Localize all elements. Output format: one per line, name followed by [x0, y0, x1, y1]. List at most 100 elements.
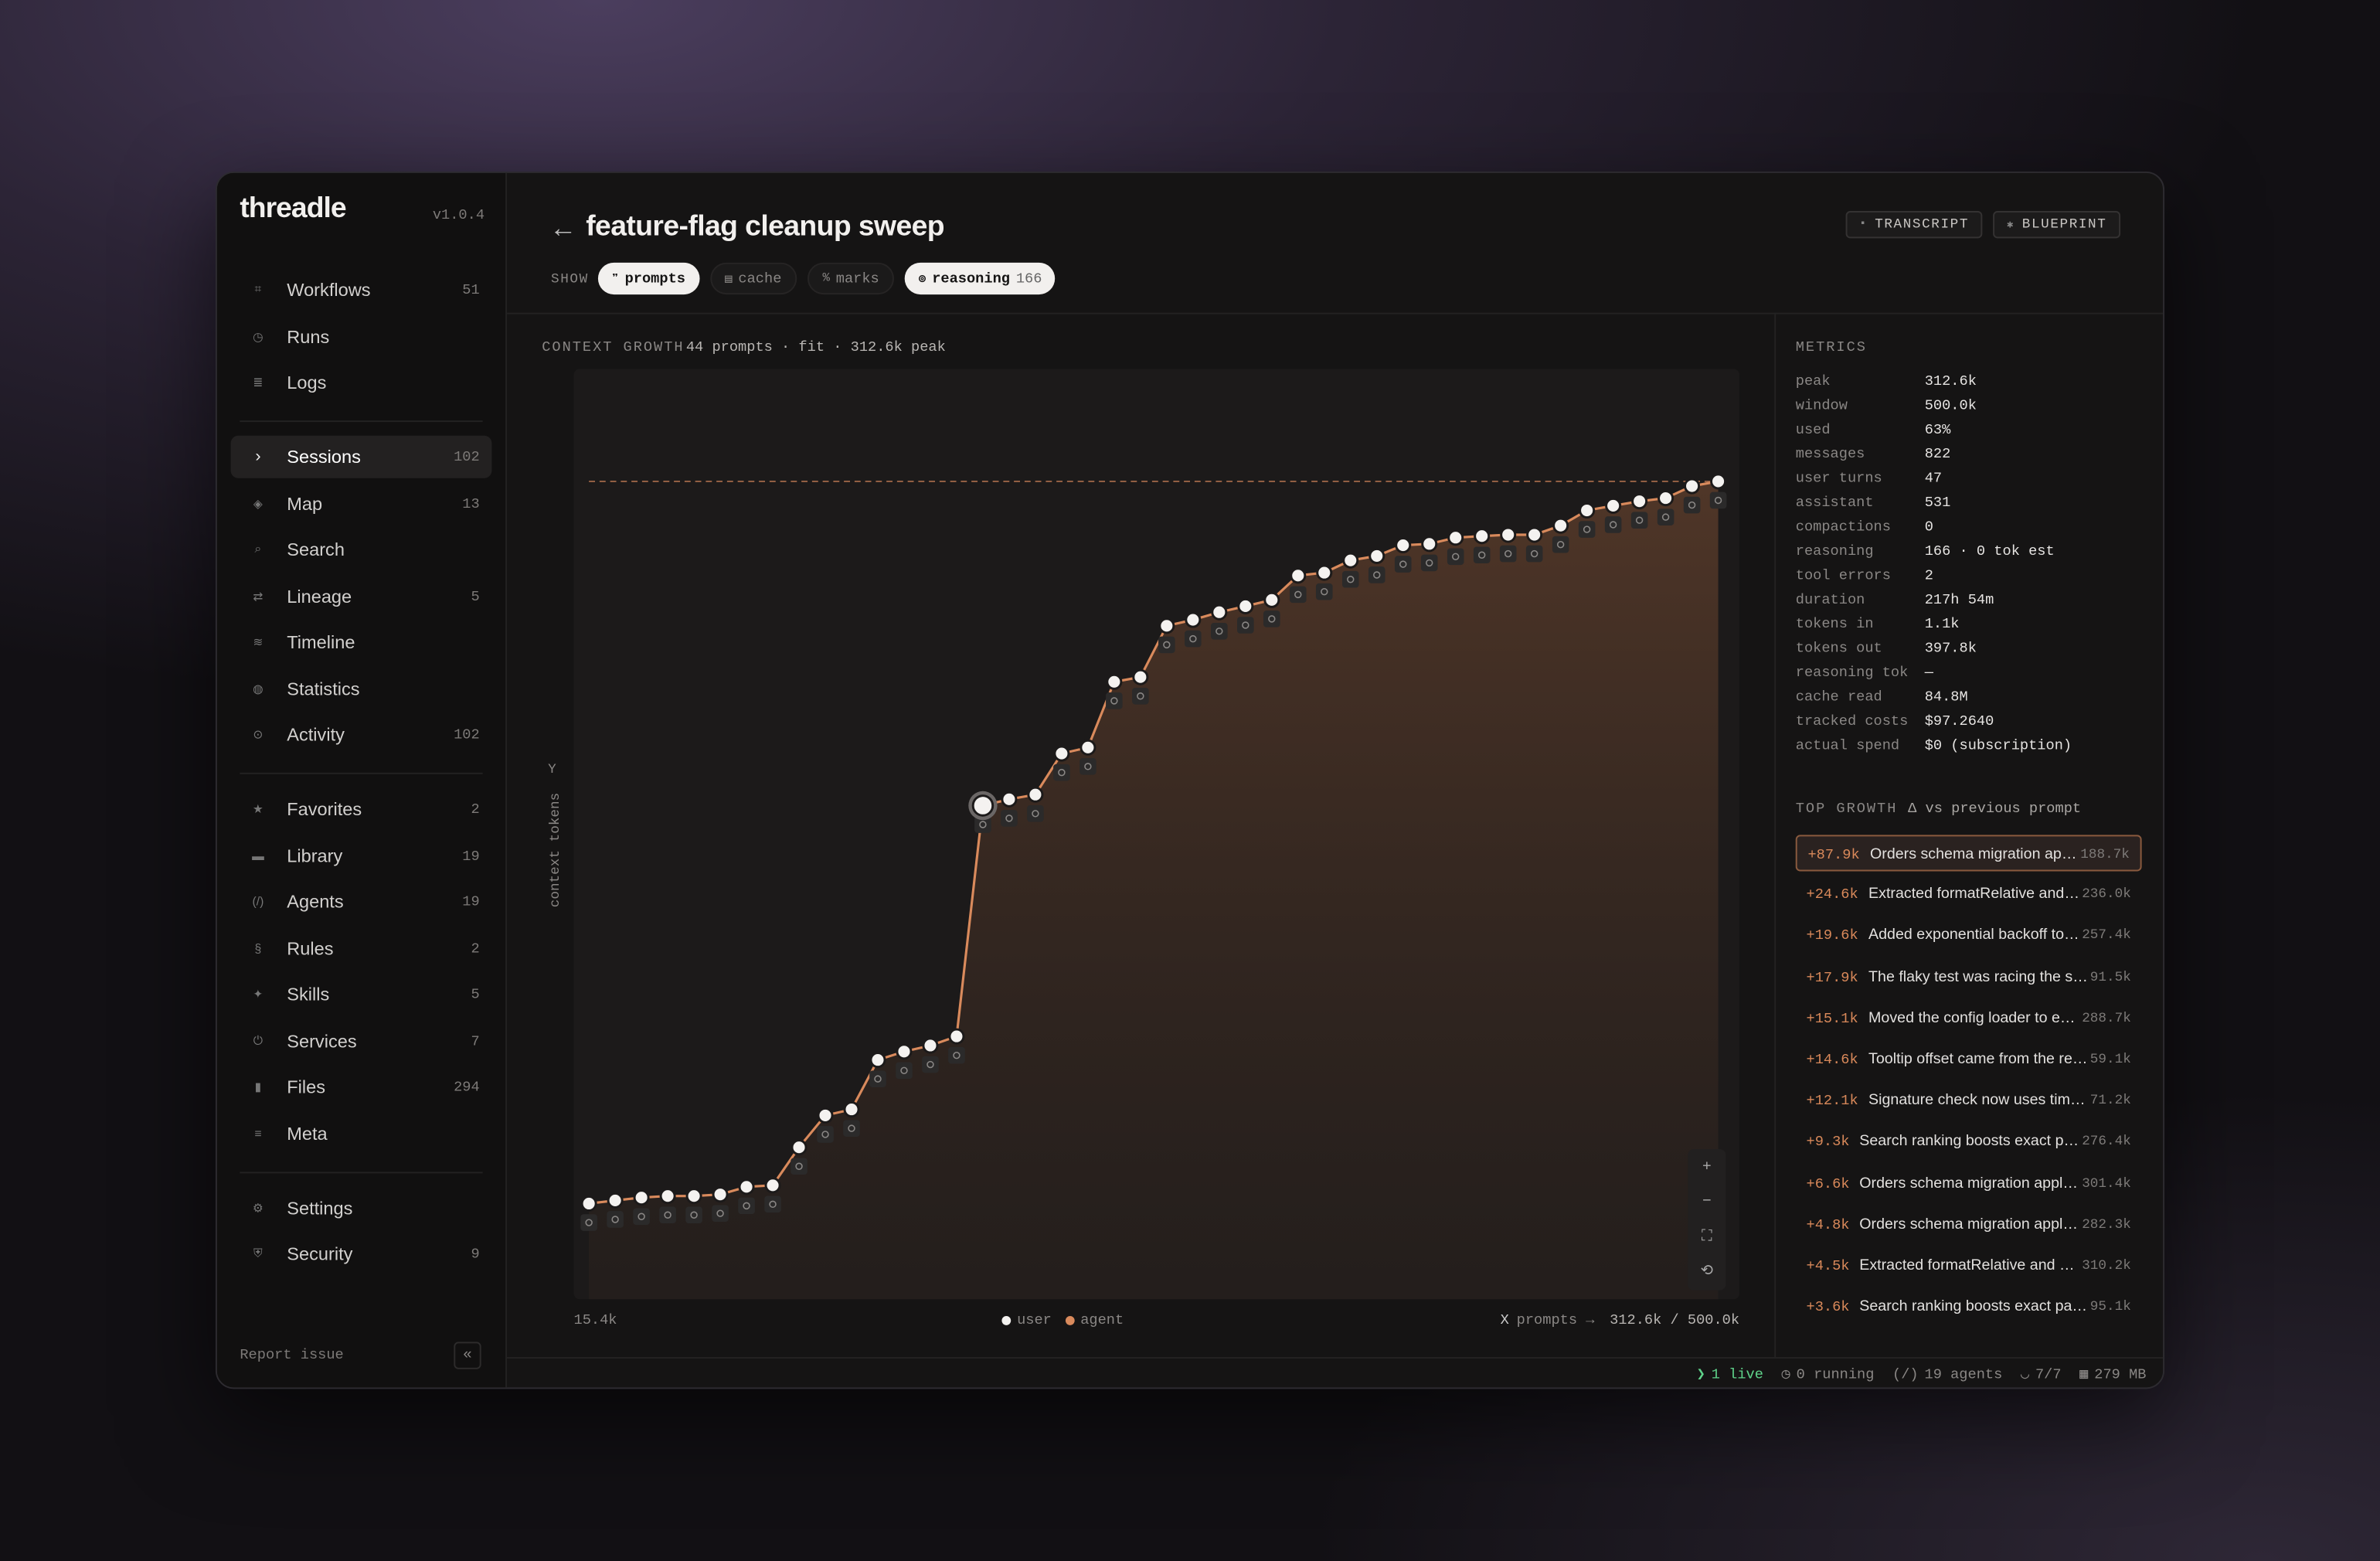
reasoning-marker [1394, 556, 1412, 573]
point [1132, 668, 1149, 685]
growth-delta: +24.6k [1806, 886, 1858, 903]
growth-row[interactable]: +4.8k Orders schema migration appl… 282.3k [1796, 1206, 2142, 1243]
nav-label[interactable]: Security [287, 1243, 353, 1265]
status-bar: ❯ 1 live ◷ 0 running (/) 19 agents ◡ 7/7 ▦ 279 MB [1697, 1366, 2147, 1383]
growth-row[interactable]: +4.5k Extracted formatRelative and … 310.2… [1796, 1248, 2142, 1284]
reasoning-marker-dot [1477, 551, 1486, 559]
point [1290, 567, 1307, 584]
zoom-button[interactable]: + [1702, 1158, 1712, 1175]
point [1316, 564, 1333, 581]
reasoning-marker-dot [874, 1075, 882, 1083]
reasoning-marker-dot [821, 1131, 829, 1138]
growth-row[interactable]: +9.3k Search ranking boosts exact p… 276.4… [1796, 1124, 2142, 1160]
reasoning-marker-dot [1583, 525, 1591, 533]
growth-total: 282.3k [2082, 1216, 2131, 1233]
zoom-button[interactable]: ⟲ [1700, 1263, 1714, 1280]
nav-label[interactable]: Files [287, 1076, 326, 1098]
button-label: BLUEPRINT [2021, 216, 2107, 233]
nav-label[interactable]: Lineage [287, 585, 352, 607]
reasoning-marker [1027, 804, 1044, 822]
nav-icon: § [254, 940, 262, 955]
header-button[interactable]: ▪ TRANSCRIPT [1845, 211, 1983, 239]
growth-row[interactable]: +87.9k Orders schema migration ap… 188.7k [1795, 835, 2142, 872]
nav-label[interactable]: Statistics [287, 678, 360, 699]
point [1658, 490, 1674, 507]
growth-total: 71.2k [2089, 1093, 2131, 1109]
nav-label[interactable]: Services [287, 1029, 357, 1052]
zoom-button[interactable]: − [1702, 1192, 1712, 1210]
toggle-icon: ❞ [611, 272, 619, 287]
nav-label[interactable]: Timeline [287, 631, 355, 653]
growth-delta: +87.9k [1807, 846, 1860, 863]
growth-row[interactable]: +6.6k Orders schema migration appl… 301.4k [1796, 1165, 2142, 1202]
growth-total: 188.7k [2080, 847, 2130, 862]
toggle-pill[interactable]: ❞ prompts [597, 262, 699, 295]
point [1342, 552, 1359, 569]
growth-text: Added exponential backoff to… [1868, 927, 2079, 944]
growth-row[interactable]: +15.1k Moved the config loader to e… 288.7… [1796, 1000, 2142, 1036]
collapse-button[interactable]: « [454, 1342, 481, 1369]
growth-row[interactable]: +3.6k Search ranking boosts exact pa… 95.1… [1796, 1289, 2142, 1325]
show-toggles: SHOW ❞ prompts ▤ cache % marks ⊚ reasoning 166 [551, 262, 1056, 295]
growth-row[interactable]: +17.9k The flaky test was racing the s… 91… [1796, 959, 2142, 995]
nav-label[interactable]: Runs [287, 325, 330, 347]
point [843, 1101, 860, 1118]
toggle-pill[interactable]: % marks [807, 262, 895, 295]
nav-count: 2 [471, 939, 480, 957]
nav-label[interactable]: Skills [287, 983, 330, 1005]
chart-title: CONTEXT GROWTH [542, 338, 685, 355]
zoom-button[interactable]: ⛶ [1701, 1228, 1712, 1245]
nav-count: 5 [471, 985, 480, 1003]
nav-label[interactable]: Meta [287, 1122, 328, 1144]
x-axis-letter: X [1500, 1311, 1509, 1328]
growth-row[interactable]: +24.6k Extracted formatRelative and… 236.0… [1796, 876, 2142, 913]
nav-icon: ⏻ [253, 1032, 264, 1047]
header-button[interactable]: ✱ BLUEPRINT [1993, 211, 2121, 239]
report-issue[interactable]: Report issue [240, 1346, 344, 1363]
growth-delta: +4.8k [1806, 1216, 1850, 1233]
point [580, 1195, 597, 1212]
metric-value: 500.0k [1924, 396, 1977, 414]
nav-label[interactable]: Favorites [287, 798, 362, 820]
growth-row[interactable]: +12.1k Signature check now uses tim… 71.2k [1796, 1083, 2142, 1119]
growth-subtitle: Δ vs previous prompt [1908, 800, 2082, 817]
metric-value: 2 [1924, 566, 1933, 584]
reasoning-marker-dot [926, 1060, 934, 1069]
reasoning-marker [1341, 570, 1359, 588]
nav-label[interactable]: Search [287, 539, 345, 560]
reasoning-marker [1080, 758, 1096, 775]
toggle-pill[interactable]: ⊚ reasoning 166 [905, 262, 1056, 295]
reasoning-marker-dot [1373, 571, 1381, 579]
show-label: SHOW [551, 270, 589, 287]
reasoning-marker-dot [1268, 615, 1276, 623]
nav-icon: ≋ [253, 635, 264, 649]
status-label: 279 MB [2094, 1365, 2147, 1383]
nav-label[interactable]: Logs [287, 372, 327, 393]
nav-label[interactable]: Settings [287, 1196, 353, 1219]
nav-label[interactable]: Library [287, 845, 343, 866]
growth-row[interactable]: +14.6k Tooltip offset came from the re… 59… [1796, 1042, 2142, 1078]
toggle-pill[interactable]: ▤ cache [709, 262, 797, 295]
reasoning-marker [580, 1214, 597, 1231]
point [738, 1178, 755, 1195]
nav-label[interactable]: Rules [287, 937, 334, 959]
reasoning-marker-dot [1163, 641, 1171, 649]
growth-row[interactable]: +19.6k Added exponential backoff to… 257.4… [1796, 917, 2142, 954]
reasoning-marker [607, 1211, 624, 1228]
nav-label[interactable]: Activity [287, 723, 345, 746]
reasoning-marker-dot [1635, 516, 1644, 524]
reasoning-marker [1289, 586, 1307, 604]
nav-label[interactable]: Workflows [287, 279, 371, 301]
nav-label[interactable]: Sessions [287, 446, 361, 468]
nav-icon: ▬ [252, 849, 264, 862]
nav-count: 19 [462, 893, 480, 910]
metric-label: cache read [1795, 688, 1882, 706]
nav-label[interactable]: Map [287, 492, 323, 514]
nav-label[interactable]: Agents [287, 891, 344, 913]
nav-active-bg [230, 435, 492, 478]
back-arrow[interactable]: ← [549, 213, 577, 243]
point [1500, 526, 1517, 543]
nav-count: 5 [471, 587, 480, 604]
growth-text: Orders schema migration appl… [1859, 1216, 2079, 1233]
